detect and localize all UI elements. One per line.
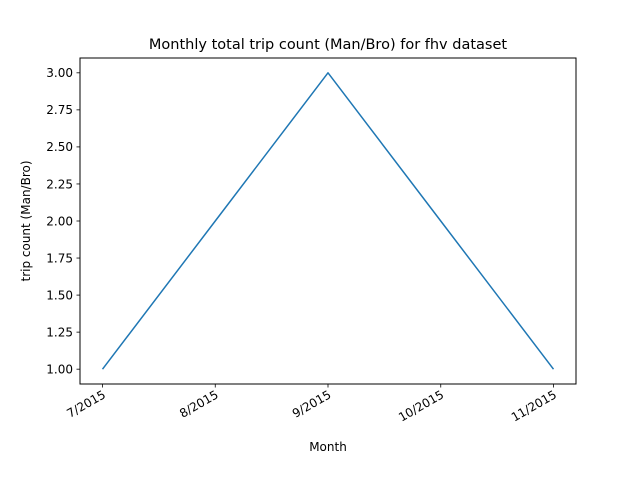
x-axis: 7/2015 8/2015 9/2015 10/2015 11/2015	[64, 384, 559, 425]
y-tick-label: 2.50	[46, 140, 73, 154]
y-axis: 1.00 1.25 1.50 1.75 2.00 2.25 2.50 2.75 3.00	[46, 66, 80, 376]
x-tick-label: 7/2015	[64, 387, 108, 420]
y-tick-label: 2.00	[46, 214, 73, 228]
y-tick-label: 1.50	[46, 288, 73, 302]
x-tick-label: 10/2015	[396, 387, 446, 424]
x-axis-label: Month	[309, 440, 347, 454]
x-tick-label: 8/2015	[177, 387, 221, 420]
y-tick-label: 1.75	[46, 251, 73, 265]
plot-area	[101, 72, 555, 370]
plot-frame	[79, 57, 577, 385]
y-tick-label: 1.25	[46, 325, 73, 339]
y-tick-label: 1.00	[46, 362, 73, 376]
y-axis-label: trip count (Man/Bro)	[19, 160, 33, 281]
y-tick-label: 2.25	[46, 177, 73, 191]
series-line	[101, 72, 555, 370]
y-tick-label: 2.75	[46, 103, 73, 117]
x-tick-label: 11/2015	[509, 387, 559, 424]
chart-title: Monthly total trip count (Man/Bro) for f…	[149, 37, 507, 53]
x-tick-label: 9/2015	[290, 387, 334, 420]
y-tick-label: 3.00	[46, 66, 73, 80]
